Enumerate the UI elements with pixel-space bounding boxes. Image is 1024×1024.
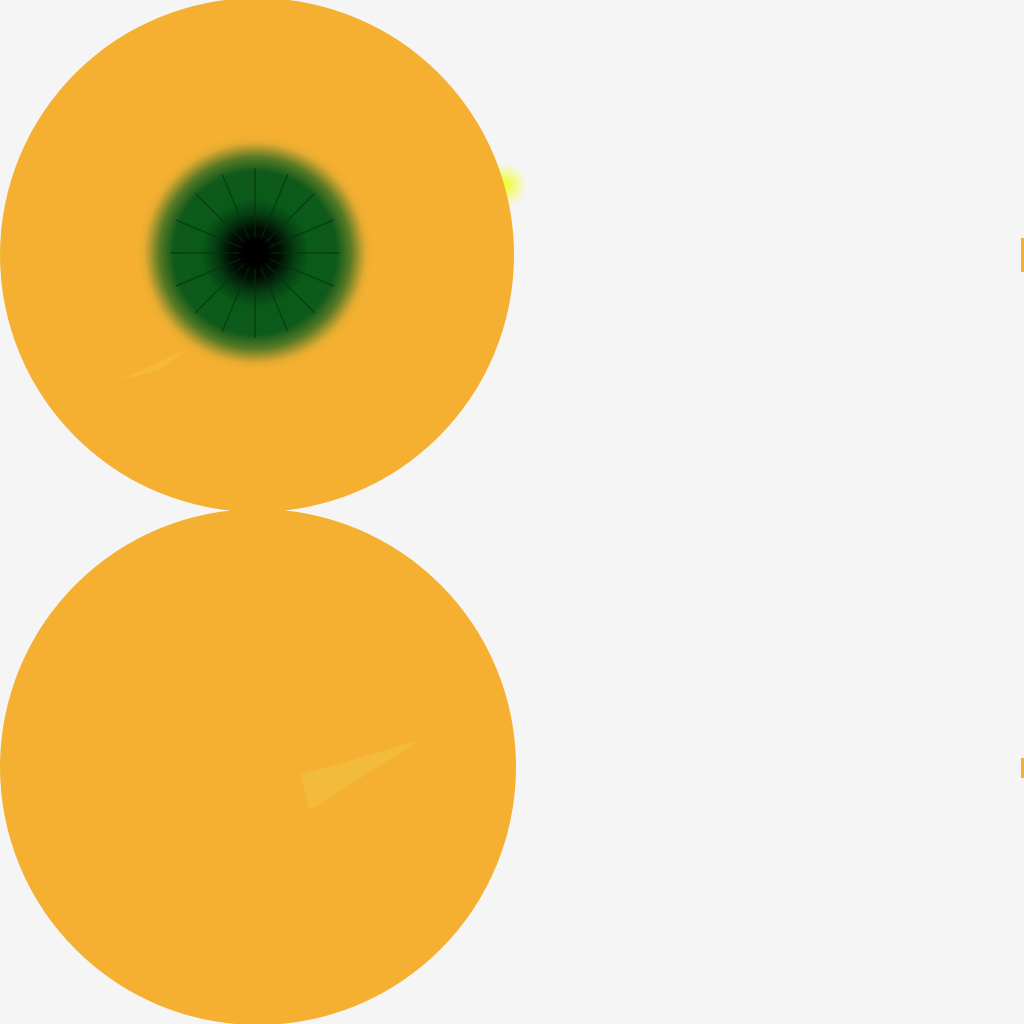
eye-bottom	[0, 509, 516, 1024]
reflection	[120, 350, 185, 380]
edge-mark	[1021, 238, 1024, 272]
pupil	[237, 235, 273, 271]
edge-mark	[1021, 758, 1024, 778]
reflection	[300, 740, 420, 810]
